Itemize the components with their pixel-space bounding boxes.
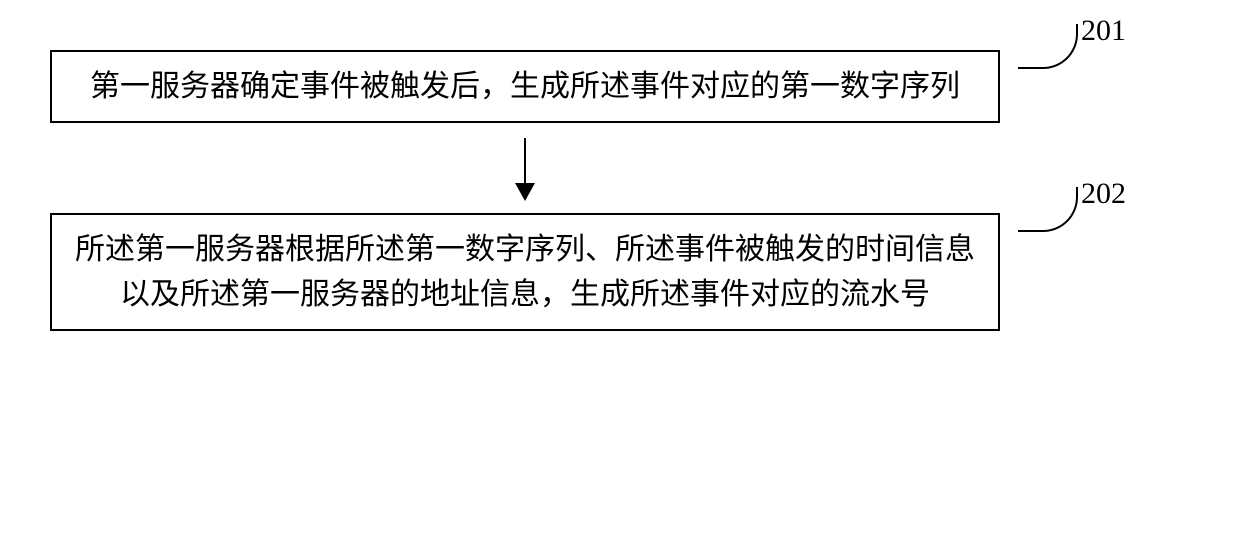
step-text-1: 第一服务器确定事件被触发后，生成所述事件对应的第一数字序列 — [72, 64, 978, 109]
step-text-2: 所述第一服务器根据所述第一数字序列、所述事件被触发的时间信息以及所述第一服务器的… — [72, 227, 978, 317]
arrow-head-icon — [515, 183, 535, 201]
arrow-1 — [50, 123, 1000, 213]
step-label-curve-2 — [1018, 187, 1078, 232]
step-label-curve-1 — [1018, 24, 1078, 69]
flowchart-container: 第一服务器确定事件被触发后，生成所述事件对应的第一数字序列 201 所述第一服务… — [50, 50, 1100, 331]
step-box-2: 所述第一服务器根据所述第一数字序列、所述事件被触发的时间信息以及所述第一服务器的… — [50, 213, 1000, 331]
step-label-1: 201 — [1081, 14, 1126, 48]
step-box-1: 第一服务器确定事件被触发后，生成所述事件对应的第一数字序列 201 — [50, 50, 1000, 123]
step-label-2: 202 — [1081, 177, 1126, 211]
